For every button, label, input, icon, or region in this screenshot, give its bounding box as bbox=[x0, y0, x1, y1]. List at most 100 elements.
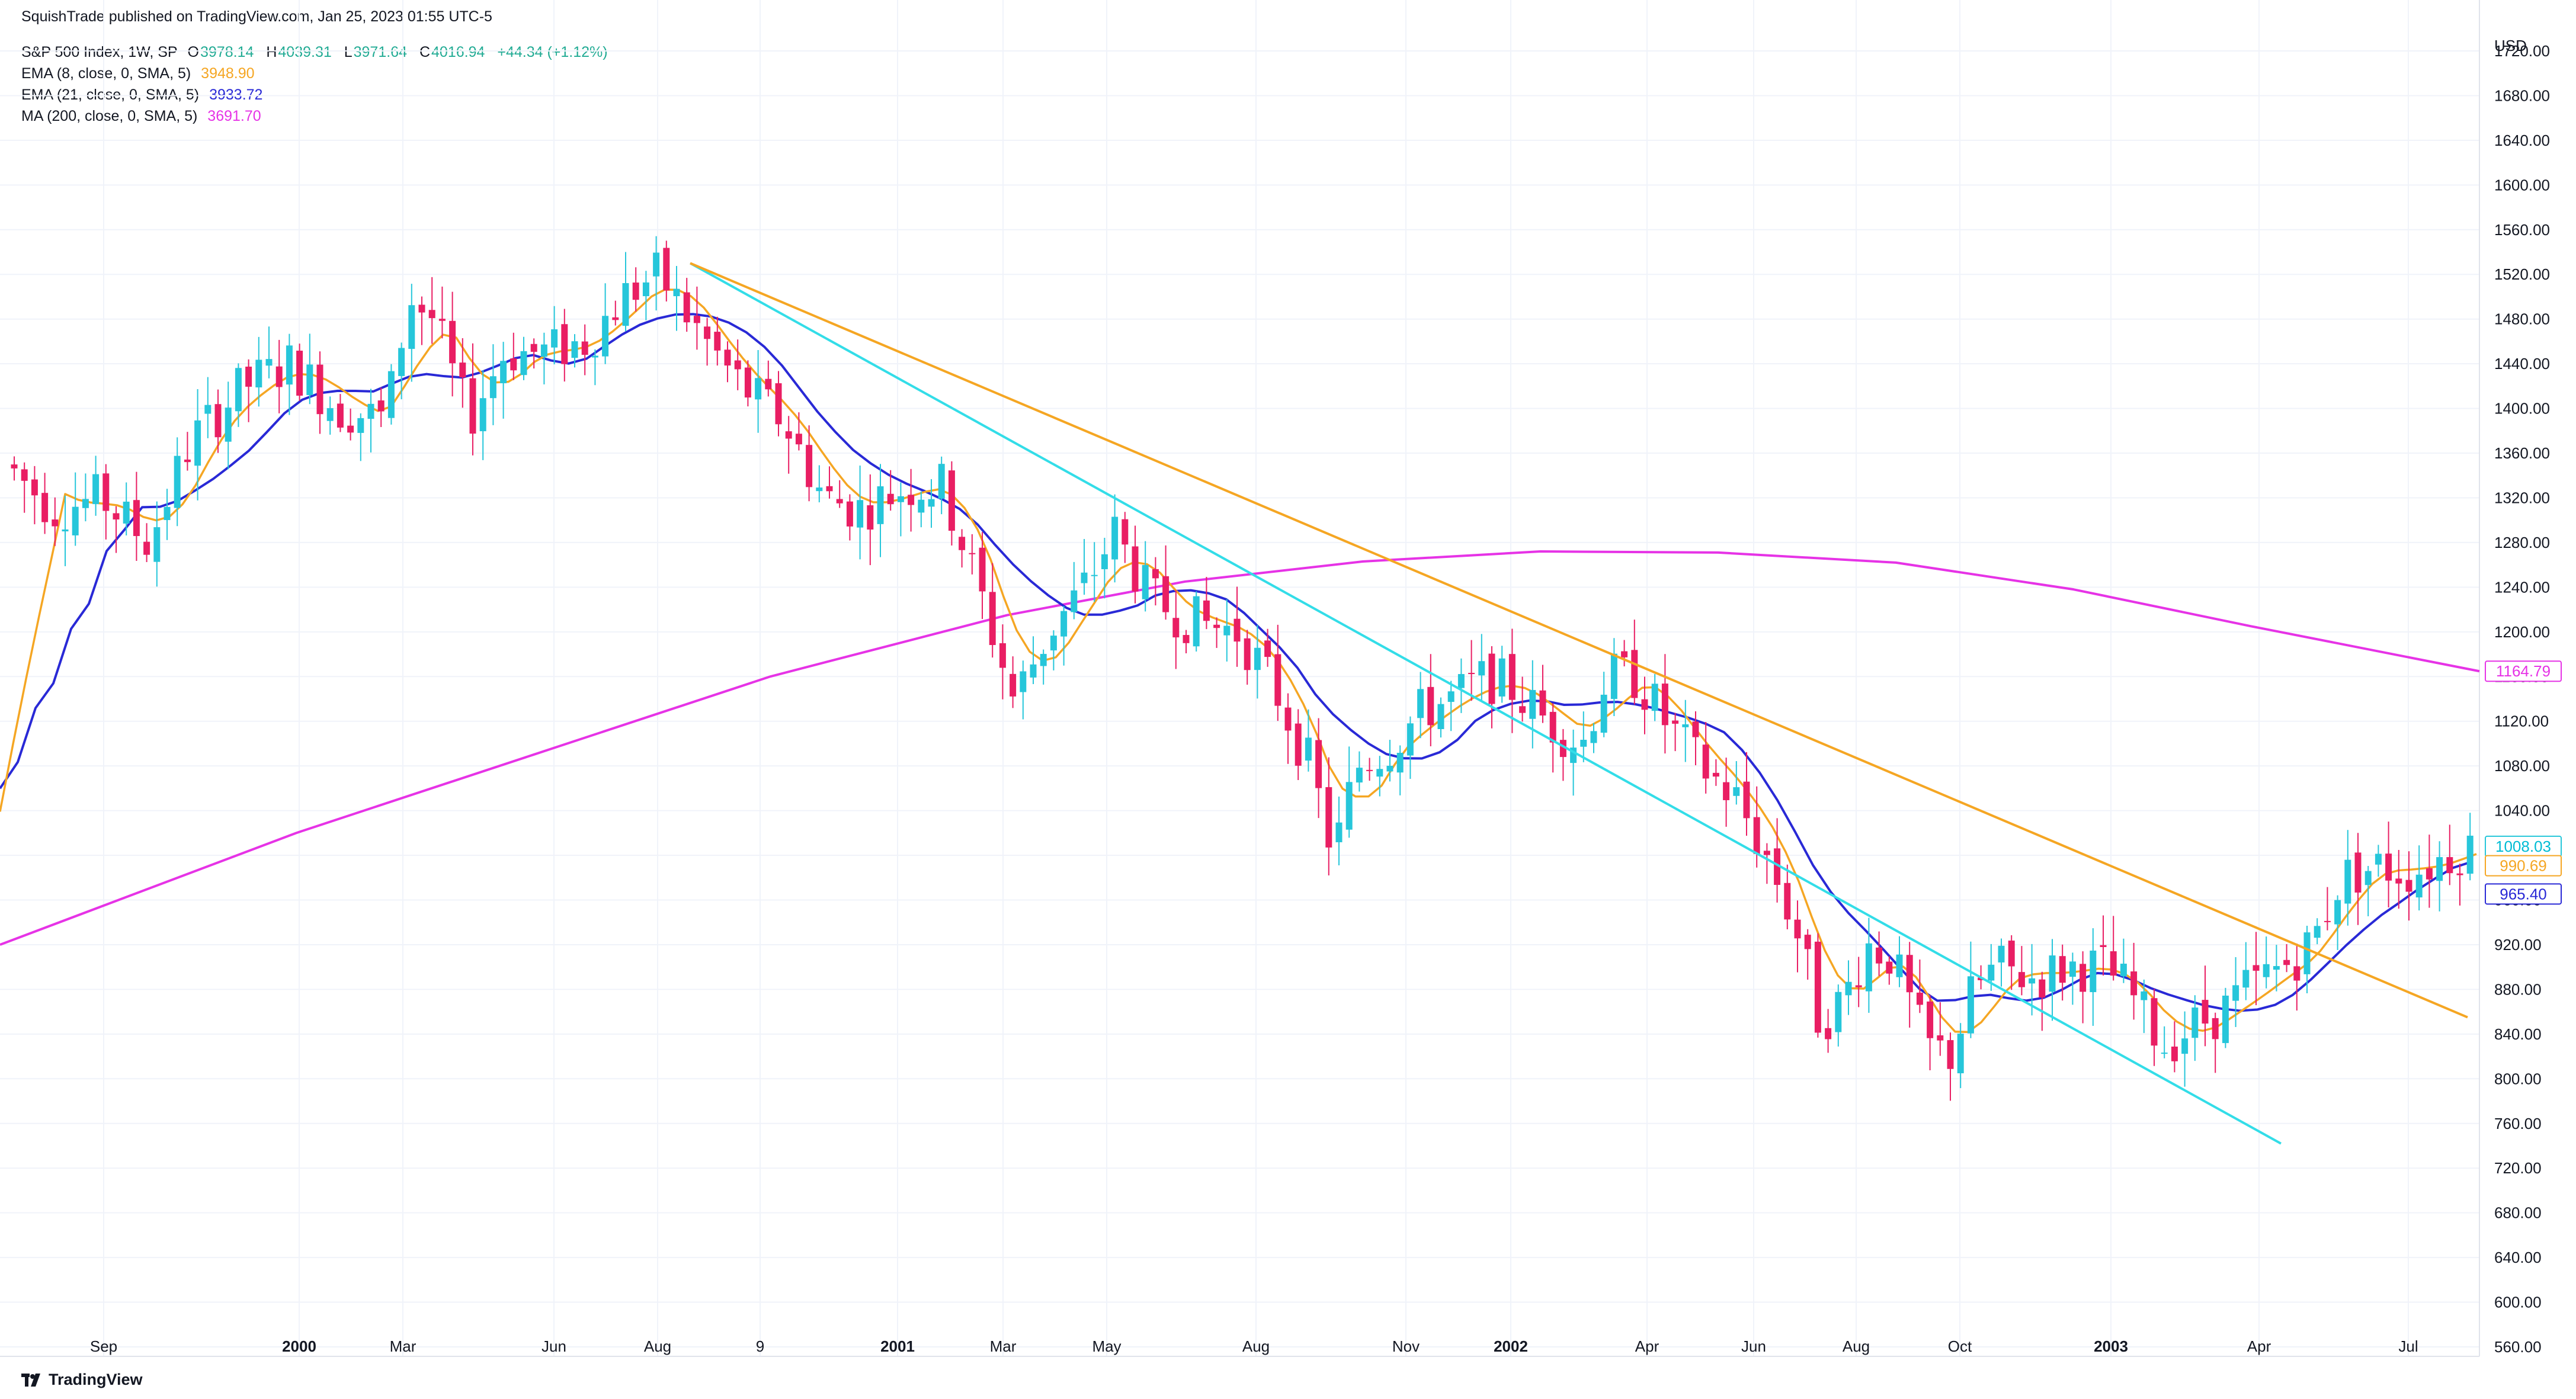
candle-down bbox=[469, 378, 476, 434]
currency-label: USD bbox=[2494, 37, 2527, 54]
candle-down bbox=[867, 505, 874, 530]
ohlc-close-key: C bbox=[419, 44, 431, 60]
publish-info: SquishTrade published on TradingView.com… bbox=[21, 8, 492, 25]
candle-up bbox=[326, 408, 334, 421]
candle-up bbox=[1305, 737, 1312, 761]
candle-down bbox=[1672, 720, 1679, 724]
candle-down bbox=[11, 464, 18, 469]
price-badge-ema8 bbox=[2485, 855, 2562, 877]
candle-down bbox=[2171, 1047, 2178, 1061]
time-axis[interactable]: Sep 2000 Mar Jun Aug 9 2001 Mar May Aug Nov 2002 Apr… bbox=[90, 1337, 2418, 1355]
candle-down bbox=[693, 316, 700, 323]
candle-up bbox=[408, 305, 415, 349]
candle-down bbox=[133, 500, 140, 537]
candle-down bbox=[2151, 998, 2158, 1046]
ema21-value: 3933.72 bbox=[209, 86, 263, 103]
candle-down bbox=[806, 445, 813, 487]
ohlc-open-value: 3978.14 bbox=[200, 44, 254, 60]
candle-down bbox=[2202, 1000, 2209, 1024]
candle-up bbox=[2334, 900, 2341, 925]
candle-down bbox=[795, 434, 802, 445]
legend-ema21-row[interactable]: EMA (21, close, 0, SMA, 5) 3933.72 bbox=[21, 84, 616, 105]
price-tick: 1480.00 bbox=[2494, 310, 2550, 328]
time-tick: Apr bbox=[1635, 1337, 1659, 1355]
candle-up bbox=[1020, 671, 1027, 692]
time-tick: Jun bbox=[1741, 1337, 1766, 1355]
ema8-value: 3948.90 bbox=[201, 65, 255, 82]
candle-down bbox=[2080, 964, 2087, 992]
candle-up bbox=[1651, 684, 1658, 711]
candle-down bbox=[1753, 817, 1760, 854]
candle-down bbox=[775, 383, 782, 425]
candle-down bbox=[1172, 618, 1180, 638]
price-tick: 1680.00 bbox=[2494, 86, 2550, 104]
trendline-orange[interactable] bbox=[690, 262, 2468, 1019]
candle-up bbox=[1590, 731, 1597, 743]
candle-down bbox=[1804, 935, 1811, 949]
candle-down bbox=[1855, 985, 1862, 987]
price-badge-label: 1008.03 bbox=[2495, 838, 2551, 855]
candle-up bbox=[1223, 625, 1231, 636]
candle-down bbox=[1631, 650, 1638, 698]
candle-down bbox=[377, 400, 385, 412]
candle-up bbox=[1478, 661, 1485, 676]
legend-ma200-row[interactable]: MA (200, close, 0, SMA, 5) 3691.70 bbox=[21, 105, 616, 127]
time-tick: 2001 bbox=[880, 1337, 915, 1355]
candle-down bbox=[1519, 706, 1526, 713]
candle-down bbox=[1692, 721, 1699, 737]
ma200-label: MA (200, close, 0, SMA, 5) bbox=[21, 108, 198, 124]
candle-up bbox=[1733, 787, 1740, 796]
candle-up bbox=[204, 405, 212, 414]
candle-up bbox=[1498, 658, 1505, 697]
candle-up bbox=[571, 341, 578, 358]
candle-up bbox=[1967, 976, 1974, 1034]
candle-down bbox=[2130, 971, 2138, 996]
ema8-label: EMA (8, close, 0, SMA, 5) bbox=[21, 65, 191, 82]
price-tick: 880.00 bbox=[2494, 980, 2542, 998]
footer-brand[interactable]: TradingView bbox=[21, 1371, 143, 1389]
candle-down bbox=[1122, 519, 1129, 545]
candle-up bbox=[1896, 954, 1903, 977]
trendline-cyan[interactable] bbox=[690, 262, 2282, 1145]
candle-down bbox=[948, 470, 955, 531]
candle-up bbox=[591, 355, 598, 358]
candle-up bbox=[286, 345, 293, 385]
candle-up bbox=[174, 455, 181, 508]
candle-down bbox=[459, 362, 466, 378]
candle-up bbox=[387, 371, 395, 418]
candle-down bbox=[1794, 919, 1801, 939]
price-tick: 1240.00 bbox=[2494, 578, 2550, 596]
candle-up bbox=[540, 344, 547, 357]
candle-up bbox=[897, 496, 904, 502]
brand-name: TradingView bbox=[49, 1371, 143, 1388]
legend-symbol-row[interactable]: S&P 500 Index, 1W, SP O3978.14 H4039.31 … bbox=[21, 41, 616, 63]
candle-up bbox=[857, 500, 864, 528]
candle-up bbox=[489, 376, 496, 399]
trendlines[interactable] bbox=[690, 262, 2468, 1145]
ohlc-high-value: 4039.31 bbox=[278, 44, 332, 60]
candle-up bbox=[938, 464, 945, 499]
candle-down bbox=[113, 513, 120, 520]
price-badge-label: 990.69 bbox=[2500, 857, 2547, 875]
price-badge-label: 1164.79 bbox=[2496, 662, 2551, 680]
price-axis[interactable]: USD 1720.00 1680.00 1640.00 1600.00 1560.00 1… bbox=[2494, 37, 2550, 1356]
candle-up bbox=[2069, 961, 2076, 977]
candle-down bbox=[21, 469, 28, 481]
candle-down bbox=[1284, 707, 1292, 731]
price-tick: 1120.00 bbox=[2494, 713, 2549, 730]
candle-up bbox=[1580, 740, 1587, 747]
legend-ema8-row[interactable]: EMA (8, close, 0, SMA, 5) 3948.90 bbox=[21, 63, 616, 84]
price-tick: 1640.00 bbox=[2494, 131, 2550, 149]
time-tick: Jul bbox=[2398, 1337, 2418, 1355]
candle-up bbox=[479, 398, 486, 432]
candle-down bbox=[1621, 651, 1628, 657]
candle-up bbox=[265, 359, 273, 366]
time-tick: 2002 bbox=[1494, 1337, 1528, 1355]
ohlc-high-key: H bbox=[266, 44, 277, 60]
candle-up bbox=[1050, 636, 1057, 651]
candle-up bbox=[2181, 1038, 2189, 1054]
candle-down bbox=[1814, 941, 1821, 1033]
candle-up bbox=[2263, 964, 2270, 977]
price-tick: 560.00 bbox=[2494, 1338, 2542, 1356]
